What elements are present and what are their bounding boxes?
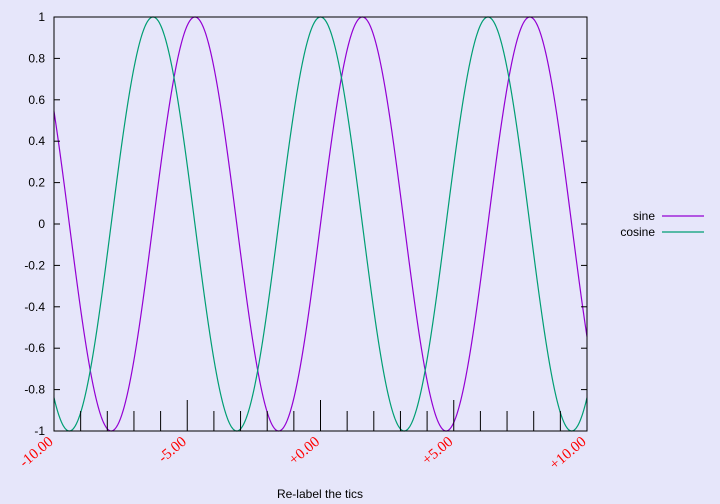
y-tick-label: 0.4 bbox=[28, 134, 45, 148]
x-tick-label: +0.00 bbox=[286, 434, 323, 469]
series-line-sine bbox=[53, 16, 588, 432]
y-tick-label: 0.2 bbox=[28, 176, 45, 190]
legend-label-sine: sine bbox=[633, 209, 655, 223]
x-tick-label: -5.00 bbox=[156, 434, 190, 466]
y-tick-label: 0 bbox=[38, 217, 45, 231]
legend: sine cosine bbox=[620, 209, 704, 239]
legend-label-cosine: cosine bbox=[620, 225, 655, 239]
y-tick-label: 1 bbox=[38, 10, 45, 24]
x-axis: -10.00 -5.00 +0.00 +5.00 +10.00 bbox=[17, 400, 590, 473]
y-tick-label: 0.6 bbox=[28, 93, 45, 107]
y-tick-label: -0.6 bbox=[24, 341, 45, 355]
y-tick-label: -0.8 bbox=[24, 383, 45, 397]
y-tick-label: -1 bbox=[34, 424, 45, 438]
y-tick-label: 0.8 bbox=[28, 51, 45, 65]
x-axis-title: Re-label the tics bbox=[277, 487, 363, 501]
x-tick-label: -10.00 bbox=[17, 434, 57, 471]
plot-curves bbox=[53, 16, 588, 432]
y-axis: 1 0.8 0.6 0.4 0.2 0 -0.2 -0.4 -0.6 -0.8 -1 bbox=[24, 10, 587, 438]
x-tick-label: +5.00 bbox=[419, 434, 456, 469]
y-tick-label: -0.4 bbox=[24, 300, 45, 314]
x-tick-label: +10.00 bbox=[547, 434, 590, 473]
y-tick-label: -0.2 bbox=[24, 258, 45, 272]
